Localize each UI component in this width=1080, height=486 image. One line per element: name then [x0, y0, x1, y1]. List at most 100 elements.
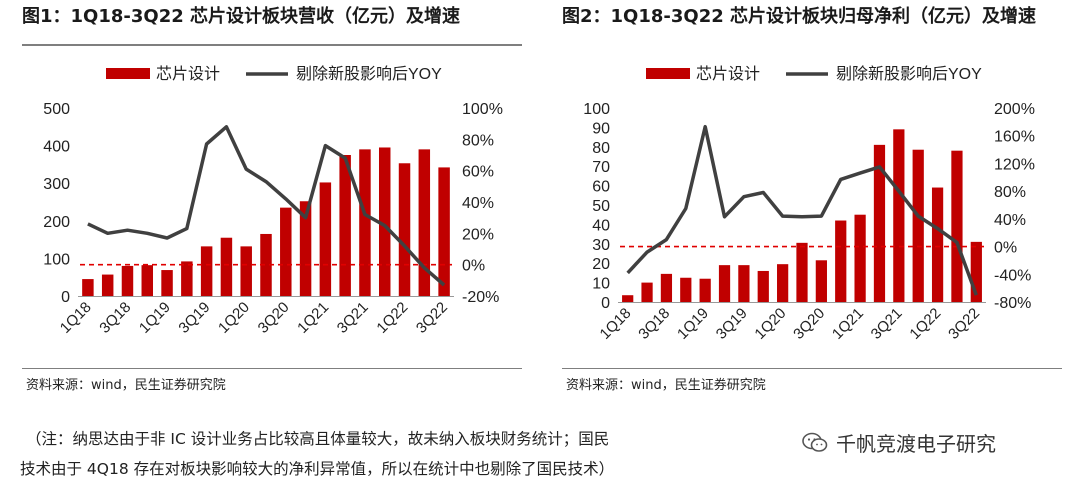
y-tick-label-left: 500 — [43, 101, 70, 118]
y-tick-label-right: 100% — [462, 101, 503, 118]
bar — [181, 261, 193, 296]
x-tick-label: 1Q20 — [751, 305, 789, 343]
bar — [101, 274, 114, 296]
chart-title: 图2：1Q18-3Q22 芯片设计板块归母净利（亿元）及增速 — [562, 6, 1037, 27]
legend-label-bar: 芯片设计 — [696, 65, 760, 83]
bar — [359, 149, 371, 296]
bar — [893, 129, 905, 302]
title-rule — [22, 44, 522, 46]
y-tick-label-left: 10 — [592, 276, 610, 293]
chart-panel-revenue: 图1：1Q18-3Q22 芯片设计板块营收（亿元）及增速 芯片设计 剔除新股影响后… — [22, 0, 522, 393]
y-tick-label-left: 100 — [43, 251, 70, 268]
y-tick-label-left: 0 — [601, 295, 610, 312]
y-tick-label-right: -80% — [994, 295, 1031, 312]
legend-label-line: 剔除新股影响后YOY — [836, 65, 982, 83]
bar — [418, 149, 431, 296]
y-tick-label-right: 80% — [994, 184, 1026, 201]
footnote-line-2: 技术由于 4Q18 存在对板块影响较大的净利异常值，所以在统计中也剔除了国民技术… — [20, 460, 615, 478]
y-tick-label-right: 60% — [462, 164, 494, 181]
y-tick-label-right: 40% — [994, 212, 1026, 229]
legend-swatch-bar — [646, 68, 690, 79]
chart-panel-profit: 图2：1Q18-3Q22 芯片设计板块归母净利（亿元）及增速 芯片设计 剔除新股影… — [562, 0, 1062, 393]
legend-label-line: 剔除新股影响后YOY — [296, 65, 442, 83]
chart-title: 图1：1Q18-3Q22 芯片设计板块营收（亿元）及增速 — [22, 6, 461, 27]
y-tick-label-left: 80 — [592, 140, 610, 157]
x-tick-label: 3Q20 — [255, 299, 293, 337]
bar — [260, 233, 272, 296]
y-tick-label-right: 20% — [462, 226, 494, 243]
chart-profit: 芯片设计 剔除新股影响后YOY 0 10 20 30 40 50 60 70 80 90 100 -80%… — [583, 65, 1035, 343]
y-tick-label-right: 80% — [462, 132, 494, 149]
y-tick-label-left: 40 — [592, 217, 610, 234]
bar — [641, 282, 653, 302]
y-tick-label-left: 400 — [43, 139, 70, 156]
bar — [299, 201, 312, 296]
bar — [141, 265, 154, 296]
bar — [82, 279, 94, 296]
x-tick-label: 1Q21 — [829, 305, 867, 343]
bar — [438, 167, 450, 296]
bar — [240, 246, 252, 296]
y-tick-label-right: 120% — [994, 156, 1035, 173]
y-tick-label-left: 60 — [592, 179, 610, 196]
y-tick-label-right: 0% — [462, 258, 485, 275]
brand-name: 千帆竞渡电子研究 — [836, 432, 996, 456]
x-tick-label: 1Q22 — [906, 305, 944, 343]
bar — [398, 163, 411, 296]
legend-label-bar: 芯片设计 — [156, 65, 220, 83]
bar — [815, 260, 827, 302]
y-tick-label-left: 20 — [592, 256, 610, 273]
y-tick-label-left: 50 — [592, 198, 610, 215]
y-tick-label-left: 30 — [592, 237, 610, 254]
bar — [220, 237, 233, 296]
x-tick-label: 1Q22 — [373, 299, 411, 337]
source-rule — [562, 368, 1062, 369]
y-tick-label-right: -40% — [994, 267, 1031, 284]
legend-swatch-bar — [106, 68, 150, 79]
x-tick-label: 3Q19 — [175, 299, 213, 337]
y-tick-label-left: 70 — [592, 159, 610, 176]
bar — [757, 270, 769, 302]
bar — [970, 241, 982, 302]
x-tick-label: 1Q20 — [215, 299, 253, 337]
bar — [951, 150, 963, 302]
x-tick-label: 1Q21 — [294, 299, 332, 337]
wechat-icon — [802, 432, 828, 452]
bar — [200, 246, 213, 296]
y-tick-label-right: -20% — [462, 289, 499, 306]
bar — [796, 242, 808, 302]
source-text: 资料来源：wind，民生证券研究院 — [26, 378, 226, 393]
bar — [718, 265, 731, 302]
y-tick-label-right: 40% — [462, 195, 494, 212]
bar — [121, 265, 134, 296]
y-tick-label-left: 200 — [43, 214, 70, 231]
y-tick-label-right: 200% — [994, 101, 1035, 118]
bar — [699, 278, 711, 302]
x-tick-label: 3Q22 — [413, 299, 451, 337]
y-tick-label-left: 0 — [61, 289, 70, 306]
y-tick-label-left: 300 — [43, 176, 70, 193]
x-tick-label: 3Q20 — [790, 305, 828, 343]
footnote-line-1: （注：纳思达由于非 IC 设计业务占比较高且体量较大，故未纳入板块财务统计；国民 — [26, 430, 610, 448]
brand-watermark: 千帆竞渡电子研究 — [802, 428, 996, 457]
bar — [161, 270, 173, 296]
bar — [854, 214, 866, 302]
x-tick-label: 3Q22 — [945, 305, 983, 343]
x-tick-label: 1Q19 — [674, 305, 712, 343]
y-tick-label-right: 0% — [994, 240, 1017, 257]
bar — [280, 207, 292, 296]
bar — [738, 265, 750, 302]
x-tick-label: 3Q18 — [96, 299, 134, 337]
source-rule — [22, 368, 522, 369]
bar — [622, 295, 634, 302]
bar — [835, 220, 847, 302]
bar — [319, 182, 332, 296]
bar — [378, 147, 391, 296]
y-tick-label-right: 160% — [994, 129, 1035, 146]
x-tick-label: 3Q18 — [635, 305, 673, 343]
x-tick-label: 3Q19 — [713, 305, 751, 343]
chart-revenue: 芯片设计 剔除新股影响后YOY 0 100 200 300 400 500 -20% 0% 20% 4… — [43, 65, 503, 337]
bar — [660, 273, 673, 302]
bar — [912, 149, 924, 302]
y-tick-label-left: 90 — [592, 120, 610, 137]
